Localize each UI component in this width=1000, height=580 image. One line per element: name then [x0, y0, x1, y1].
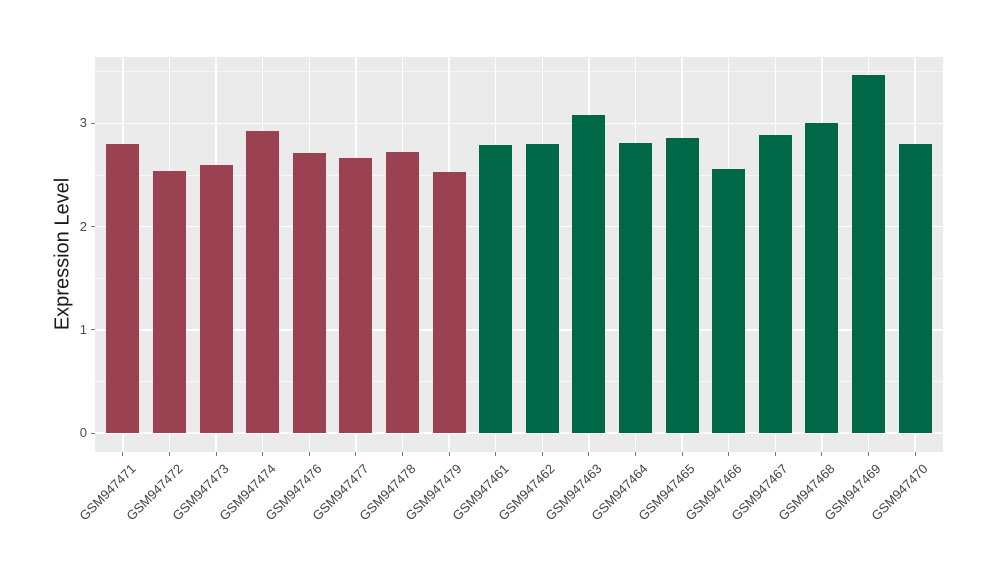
bar-GSM947473: [199, 164, 233, 433]
x-axis-tick: [774, 452, 776, 456]
bar-GSM947478: [386, 152, 420, 433]
bar-GSM947476: [292, 153, 326, 433]
y-tick-label: 2: [79, 218, 87, 234]
bar-GSM947462: [525, 144, 559, 433]
bar-GSM947474: [246, 130, 280, 433]
bar-GSM947468: [805, 123, 839, 433]
gridline-minor: [95, 174, 943, 176]
gridline-major: [95, 329, 943, 331]
y-axis-tick: [91, 122, 95, 124]
bar-GSM947472: [153, 170, 187, 433]
bar-GSM947471: [106, 144, 140, 433]
gridline-major: [95, 225, 943, 228]
y-axis-tick: [91, 432, 95, 434]
bar-GSM947465: [665, 137, 699, 433]
bar-GSM947461: [479, 145, 513, 433]
x-axis-tick: [588, 452, 590, 456]
bar-GSM947469: [851, 74, 885, 433]
y-tick-label: 3: [79, 115, 87, 131]
gridline-minor: [95, 277, 943, 279]
x-axis-tick: [122, 452, 124, 456]
x-axis-tick: [308, 452, 310, 456]
x-axis-tick: [262, 452, 264, 456]
plot-panel: [95, 57, 943, 452]
x-axis-tick: [495, 452, 497, 456]
y-axis-tick: [91, 226, 95, 228]
gridline-minor: [95, 71, 943, 73]
bar-GSM947477: [339, 158, 373, 433]
bar-GSM947463: [572, 115, 606, 433]
x-axis-tick: [402, 452, 404, 456]
x-axis-tick: [634, 452, 636, 456]
x-axis-tick: [867, 452, 869, 456]
bar-GSM947467: [758, 134, 792, 433]
gridline-major: [95, 432, 943, 434]
y-tick-label: 1: [79, 321, 87, 337]
bar-GSM947464: [618, 143, 652, 433]
x-axis-tick: [681, 452, 683, 456]
y-axis-title: Expression Level: [51, 177, 74, 331]
x-axis-tick: [169, 452, 171, 456]
x-axis-tick: [448, 452, 450, 456]
x-axis-tick: [355, 452, 357, 456]
x-axis-tick: [215, 452, 217, 456]
x-axis-tick: [728, 452, 730, 456]
y-axis-tick: [91, 329, 95, 331]
bar-GSM947479: [432, 171, 466, 433]
gridline-minor: [95, 380, 943, 382]
x-axis-tick: [541, 452, 543, 456]
x-axis-tick: [914, 452, 916, 456]
gridline-major: [95, 122, 943, 125]
bar-GSM947470: [898, 144, 932, 433]
x-axis-tick: [821, 452, 823, 456]
y-tick-label: 0: [79, 425, 87, 440]
bar-GSM947466: [712, 168, 746, 433]
